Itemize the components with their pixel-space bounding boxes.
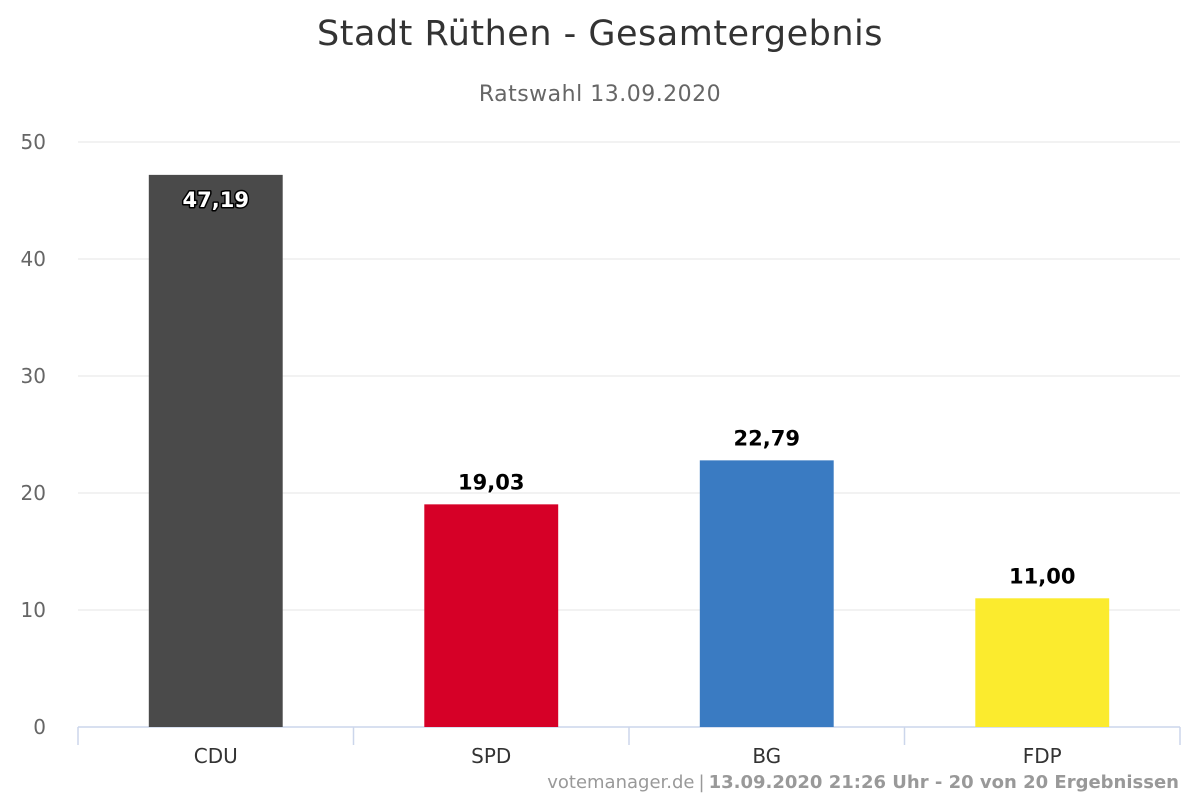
y-tick-label: 10 [21, 598, 46, 622]
data-label-spd: 19,03 [458, 470, 524, 494]
y-tick-label: 30 [21, 364, 46, 388]
x-tick-label: SPD [471, 744, 511, 768]
data-label-fdp: 11,00 [1009, 564, 1075, 588]
bar-bg[interactable] [699, 460, 834, 727]
y-tick-label: 20 [21, 481, 46, 505]
credits-footer: votemanager.de | 13.09.2020 21:26 Uhr - 20… [547, 772, 1179, 793]
data-label-cdu: 47,19 [183, 188, 249, 212]
bar-spd[interactable] [424, 504, 559, 727]
credits-separator: | [698, 772, 705, 793]
y-tick-label: 0 [33, 715, 46, 739]
x-tick-label: CDU [194, 744, 238, 768]
data-label-bg: 22,79 [734, 426, 800, 450]
credits-source[interactable]: votemanager.de [547, 772, 695, 793]
bar-cdu[interactable] [148, 174, 283, 727]
x-tick-label: FDP [1023, 744, 1062, 768]
credits-details: 13.09.2020 21:26 Uhr - 20 von 20 Ergebni… [708, 772, 1179, 793]
chart-title: Stadt Rüthen - Gesamtergebnis [317, 14, 883, 54]
x-tick-label: BG [752, 744, 781, 768]
bar-fdp[interactable] [975, 598, 1110, 727]
chart-subtitle: Ratswahl 13.09.2020 [478, 82, 722, 107]
y-tick-label: 50 [21, 130, 46, 154]
y-tick-label: 40 [21, 247, 46, 271]
